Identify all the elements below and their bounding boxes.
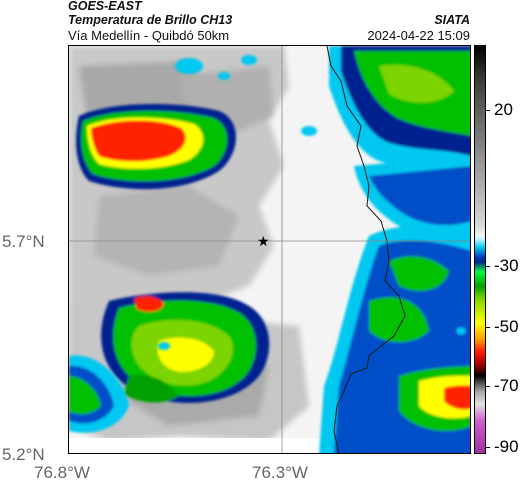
map-canvas: ★ [69,46,470,453]
colorbar-label-20: 20 [494,100,513,119]
lat-tick-5.2n: 5.2°N [2,445,45,464]
region-subtitle: Vía Medellín - Quibdó 50km [68,28,230,43]
colorbar-label-minus50: -50 [494,317,519,336]
product-title: Temperatura de Brillo CH13 [68,13,233,27]
lon-tick-76.8w: 76.8°W [34,463,90,482]
temperature-colorbar [474,45,486,454]
storm-cell-south [101,292,270,404]
colorbar-label-minus30: -30 [494,256,519,275]
colorbar-label-minus70: -70 [494,376,519,395]
colorbar-tick [486,110,490,111]
colorbar-tick [486,266,490,267]
data-source-title: GOES-EAST [68,0,142,13]
organization-label: SIATA [434,13,470,27]
lat-tick-5.7n: 5.7°N [2,232,45,251]
star-marker: ★ [257,234,270,250]
colorbar-tick [486,447,490,448]
storm-band-east [319,46,470,453]
coastline [326,46,406,453]
colorbar-tick [486,327,490,328]
storm-cell-northwest [76,104,236,190]
colorbar-label-minus90: -90 [494,437,519,456]
lon-tick-76.3w: 76.3°W [252,463,308,482]
storm-cell-southwest-edge [69,355,129,433]
colorbar-tick [486,386,490,387]
satellite-map[interactable]: ★ [68,45,471,454]
scattered-cells [158,55,466,350]
timestamp-label: 2024-04-22 15:09 [367,28,470,43]
